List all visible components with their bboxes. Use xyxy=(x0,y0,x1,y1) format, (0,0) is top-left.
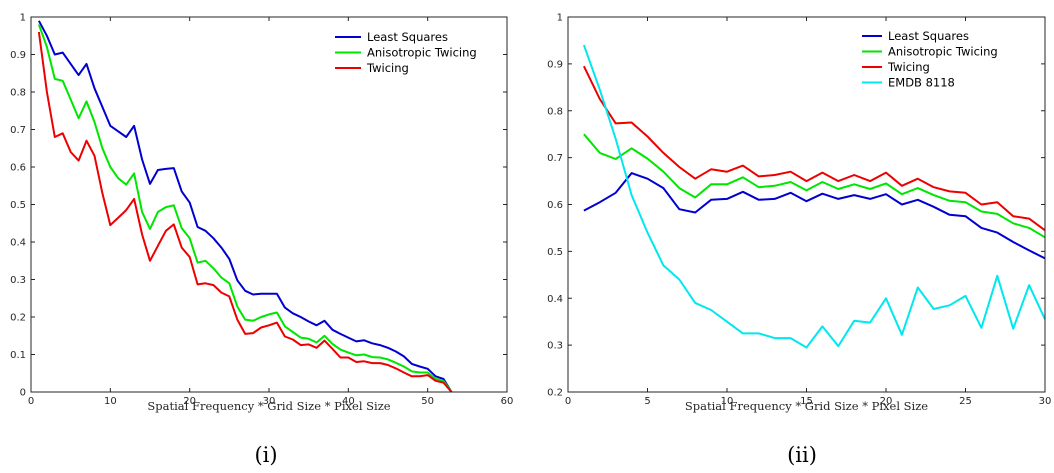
y-tick-label: 0.3 xyxy=(10,275,26,286)
y-tick-label: 0.4 xyxy=(10,238,26,249)
y-tick-label: 0.2 xyxy=(10,313,26,324)
x-tick-label: 20 xyxy=(880,396,893,407)
x-tick-label: 0 xyxy=(28,396,34,407)
y-tick-label: 0.5 xyxy=(547,247,563,258)
x-tick-label: 20 xyxy=(183,396,196,407)
x-tick-label: 15 xyxy=(800,396,813,407)
y-tick-label: 0.8 xyxy=(10,88,26,99)
x-axis-label: Spatial Frequency * Grid Size * Pixel Si… xyxy=(147,399,390,413)
legend-label: Least Squares xyxy=(367,30,448,44)
legend-label: Anisotropic Twicing xyxy=(367,46,477,60)
legend-label: EMDB 8118 xyxy=(888,76,955,90)
y-tick-label: 0.8 xyxy=(547,106,563,117)
y-tick-label: 0.2 xyxy=(547,388,563,399)
y-tick-label: 0.7 xyxy=(547,153,563,164)
legend-label: Twicing xyxy=(887,60,930,74)
x-tick-label: 30 xyxy=(263,396,276,407)
y-tick-label: 0.6 xyxy=(10,163,26,174)
y-tick-label: 0.5 xyxy=(10,200,26,211)
y-tick-label: 0.6 xyxy=(547,200,563,211)
x-tick-label: 25 xyxy=(959,396,972,407)
y-tick-label: 1 xyxy=(20,13,26,24)
y-tick-label: 0.7 xyxy=(10,125,26,136)
series-line-least-squares xyxy=(583,172,1046,260)
y-tick-label: 0.9 xyxy=(547,59,563,70)
series-line-twicing xyxy=(583,65,1046,232)
plot-frame xyxy=(567,16,1046,393)
x-tick-label: 10 xyxy=(104,396,117,407)
series-line-anisotropic-twicing xyxy=(583,133,1046,239)
y-tick-label: 0.1 xyxy=(10,350,26,361)
panel-caption: (i) xyxy=(254,443,277,467)
x-tick-label: 0 xyxy=(565,396,571,407)
chart-panel-ii: 0 5 10 15 20 25 30 0.2 0.3 0.4 0.5 0.6 0.7 0.8 0.9 1 Spa… xyxy=(547,13,1051,468)
panel-caption: (ii) xyxy=(787,443,817,467)
x-tick-label: 10 xyxy=(721,396,734,407)
chart-panel-i: 0 10 20 30 40 50 60 0 0.1 0.2 0.3 0.4 0.5 0.6 0.7 0.8 0.… xyxy=(10,13,513,468)
plot-frame xyxy=(30,16,508,393)
y-tick-label: 0 xyxy=(20,388,26,399)
series-line-twicing xyxy=(37,31,453,393)
series-line-emdb-8118 xyxy=(582,44,1046,349)
x-tick-label: 60 xyxy=(501,396,514,407)
x-tick-label: 5 xyxy=(644,396,650,407)
series-line-least-squares xyxy=(38,20,453,393)
x-tick-label: 30 xyxy=(1039,396,1052,407)
legend-label: Least Squares xyxy=(888,29,969,43)
y-tick-label: 0.3 xyxy=(547,341,563,352)
y-tick-label: 0.9 xyxy=(10,50,26,61)
x-tick-label: 50 xyxy=(421,396,434,407)
y-tick-label: 1 xyxy=(557,13,563,24)
legend-label: Anisotropic Twicing xyxy=(888,45,998,59)
y-tick-label: 0.4 xyxy=(547,294,563,305)
series-line-anisotropic-twicing xyxy=(37,24,453,393)
legend-label: Twicing xyxy=(366,61,409,75)
x-axis-label: Spatial Frequency * Grid Size * Pixel Si… xyxy=(685,399,928,413)
x-tick-label: 40 xyxy=(342,396,355,407)
